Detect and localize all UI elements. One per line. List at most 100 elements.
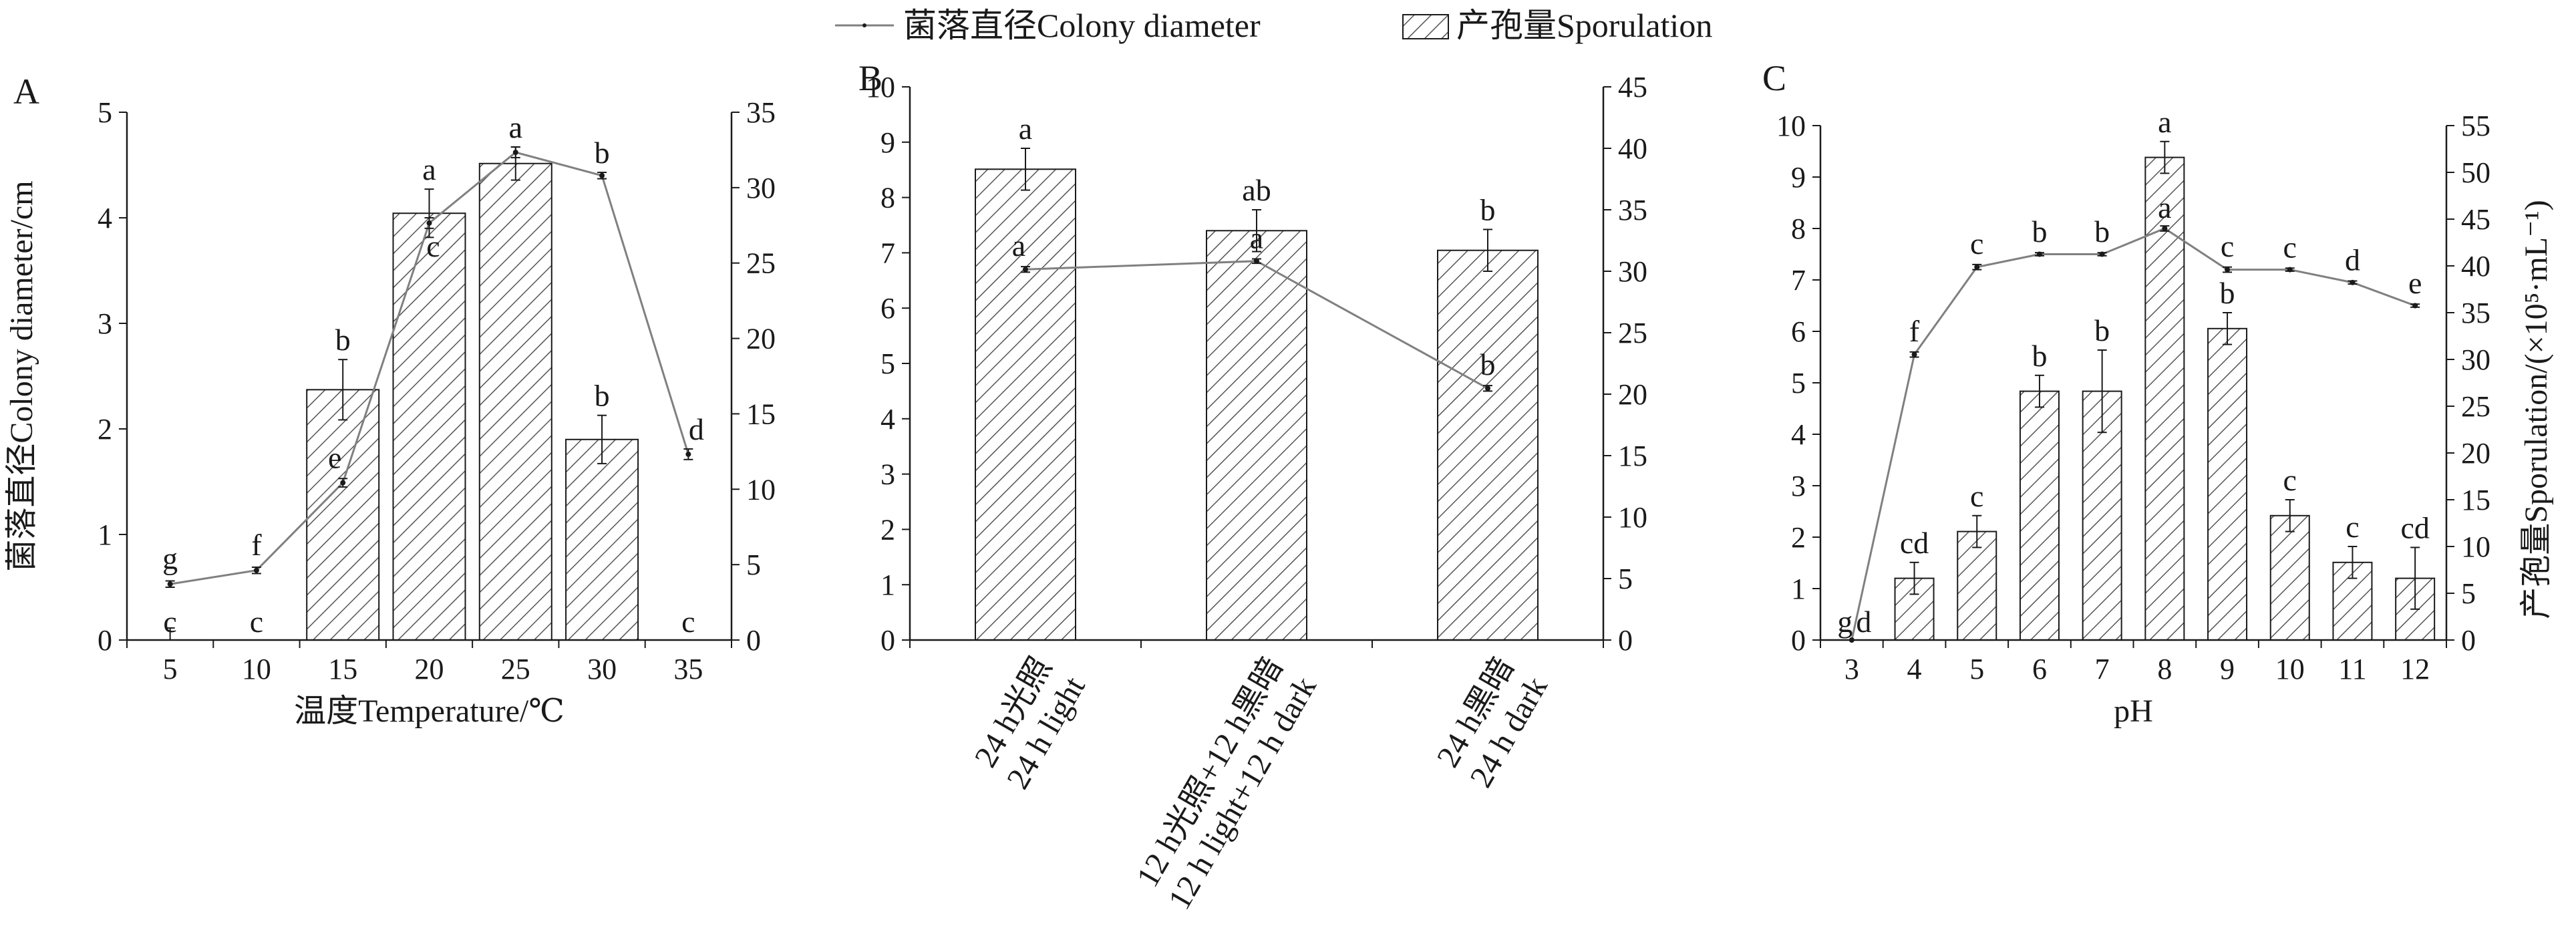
left-tick-label: 5 [98,96,112,129]
x-category-label: 24 h黑暗24 h dark [1430,651,1555,794]
diameter-significance-label: d [1856,605,1871,639]
left-tick-label: 4 [1791,418,1806,451]
colony-diameter-point [167,581,173,587]
left-tick-label: 9 [880,126,895,159]
sporulation-bar [565,438,639,641]
right-tick-label: 35 [746,96,776,129]
colony-diameter-point [2099,251,2105,257]
diameter-significance-label: b [1480,347,1496,381]
right-tick-label: 25 [1618,317,1647,349]
right-tick-label: 5 [746,548,761,581]
x-category-label: 7 [2095,653,2110,685]
colony-diameter-point [426,220,432,226]
diameter-significance-label: b [2032,214,2047,249]
right-tick-label: 45 [2461,203,2490,236]
right-tick-label: 10 [2461,530,2490,563]
right-tick-label: 10 [1618,501,1647,534]
colony-diameter-point [1254,258,1259,264]
sporulation-significance-label: a [509,110,522,144]
diameter-significance-label: a [509,110,522,144]
colony-diameter-point [512,150,518,156]
right-tick-label: 40 [2461,250,2490,283]
right-tick-label: 0 [2461,624,2476,657]
sporulation-significance-label: b [1480,192,1496,226]
diameter-significance-label: d [689,412,704,446]
colony-diameter-point [340,480,346,486]
left-tick-label: 0 [880,624,895,657]
colony-diameter-point [2412,303,2418,309]
sporulation-significance-label: a [2158,105,2171,139]
right-tick-label: 40 [1618,132,1647,165]
sporulation-significance-label: c [2346,510,2359,544]
right-tick-label: 20 [2461,437,2490,470]
sporulation-bar [1437,249,1539,641]
x-category-label: 10 [2275,653,2305,685]
legend-bar-label: 产孢量Sporulation [1456,7,1712,44]
right-tick-label: 20 [1618,378,1647,411]
left-tick-label: 2 [880,513,895,546]
legend-bar-swatch [1402,14,1449,39]
diameter-significance-label: d [2345,243,2360,277]
left-tick-label: 1 [98,518,112,551]
left-tick-label: 10 [1776,110,1806,142]
sporulation-significance-label: b [595,379,610,413]
colony-diameter-point [1023,267,1028,273]
right-tick-label: 20 [746,323,776,355]
x-category-label: 5 [163,653,178,685]
left-tick-label: 2 [98,413,112,446]
left-tick-label: 9 [1791,161,1806,194]
legend-line-marker [862,23,866,27]
left-tick-label: 7 [880,237,895,269]
x-category-label: 8 [2157,653,2172,685]
right-tick-label: 0 [746,624,761,657]
right-tick-label: 10 [746,473,776,506]
x-axis-title: pH [2114,693,2153,729]
sporulation-significance-label: cd [2400,510,2429,544]
colony-diameter-point [685,451,691,457]
diameter-significance-label: f [251,528,262,562]
diameter-significance-label: e [2408,266,2422,300]
right-tick-label: 15 [1618,440,1647,472]
x-category-label: 12 h光照+12 h黑暗12 h light+12 h dark [1128,651,1323,915]
sporulation-significance-label: a [1019,112,1032,146]
right-tick-label: 30 [2461,343,2490,376]
left-tick-label: 6 [1791,315,1806,348]
diameter-significance-label: g [162,542,178,576]
colony-diameter-point [1974,264,1980,270]
left-tick-label: 3 [880,458,895,491]
diameter-significance-label: b [595,136,610,170]
left-tick-label: 8 [1791,212,1806,245]
left-tick-label: 1 [1791,573,1806,605]
colony-diameter-point [2036,251,2042,257]
x-category-label: 6 [2032,653,2047,685]
right-axis-title: 产孢量Sporulation/(×10⁵·mL⁻¹) [2519,200,2554,619]
colony-diameter-line [1850,227,2416,641]
sporulation-bar [2269,514,2310,641]
right-tick-label: 25 [2461,390,2490,423]
right-tick-label: 5 [2461,577,2476,610]
diameter-significance-label: b [2094,214,2110,249]
left-tick-label: 4 [98,202,112,234]
colony-diameter-point [2287,267,2293,273]
right-tick-label: 25 [746,247,776,280]
x-category-label: 12 [2400,653,2430,685]
right-tick-label: 50 [2461,156,2490,189]
x-axis-title: 温度Temperature/℃ [294,693,565,729]
sporulation-bar [478,162,552,641]
left-tick-label: 2 [1791,521,1806,554]
right-tick-label: 30 [746,172,776,204]
sporulation-bar [1206,230,1307,641]
right-tick-label: 35 [1618,194,1647,226]
diameter-significance-label: c [426,229,440,263]
left-tick-label: 0 [1791,624,1806,657]
diameter-significance-label: a [1250,221,1263,255]
sporulation-bar [306,389,380,641]
right-tick-label: 0 [1618,624,1633,657]
left-tick-label: 5 [1791,367,1806,400]
right-tick-label: 15 [2461,484,2490,516]
left-tick-label: 3 [1791,470,1806,502]
panel-letter-B: B [858,58,882,98]
